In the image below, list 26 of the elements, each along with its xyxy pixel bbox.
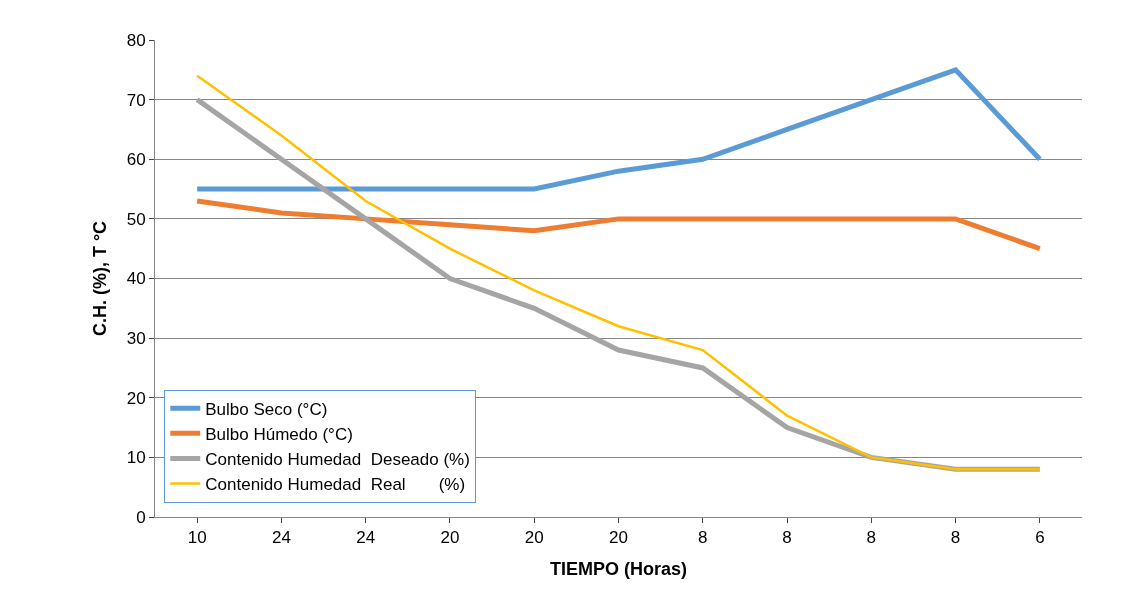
- y-tick-label: 10: [126, 448, 146, 468]
- x-tick-label: 24: [271, 528, 291, 548]
- x-tick-label: 20: [440, 528, 460, 548]
- x-tick-label: 8: [950, 528, 961, 548]
- y-tick-label: 80: [126, 30, 146, 50]
- x-tick-label: 8: [698, 528, 708, 548]
- y-tick-label: 70: [126, 90, 146, 110]
- y-tick-label: 40: [126, 269, 146, 289]
- x-tick-label: 20: [609, 528, 628, 548]
- legend-label: Bulbo Seco (°C): [205, 399, 328, 419]
- x-tick-label: 8: [782, 528, 792, 548]
- legend-label: Bulbo Húmedo (°C): [205, 424, 353, 444]
- x-axis-title: TIEMPO (Horas): [549, 558, 688, 579]
- legend-label: Contenido Humedad Real (%): [205, 475, 466, 495]
- y-axis-title: C.H. (%), T °C: [89, 220, 110, 337]
- y-tick-label: 30: [126, 329, 146, 349]
- y-tick-label: 0: [136, 507, 146, 527]
- x-tick-label: 6: [1035, 528, 1045, 548]
- y-tick-label: 20: [126, 388, 146, 408]
- x-tick-label: 24: [356, 528, 376, 548]
- y-tick-label: 60: [126, 150, 146, 170]
- x-tick-label: 20: [524, 528, 544, 548]
- y-tick-label: 50: [126, 209, 146, 229]
- x-tick-label: 8: [866, 528, 877, 548]
- x-tick-label: 10: [187, 528, 207, 548]
- legend-label: Contenido Humedad Deseado (%): [205, 450, 470, 470]
